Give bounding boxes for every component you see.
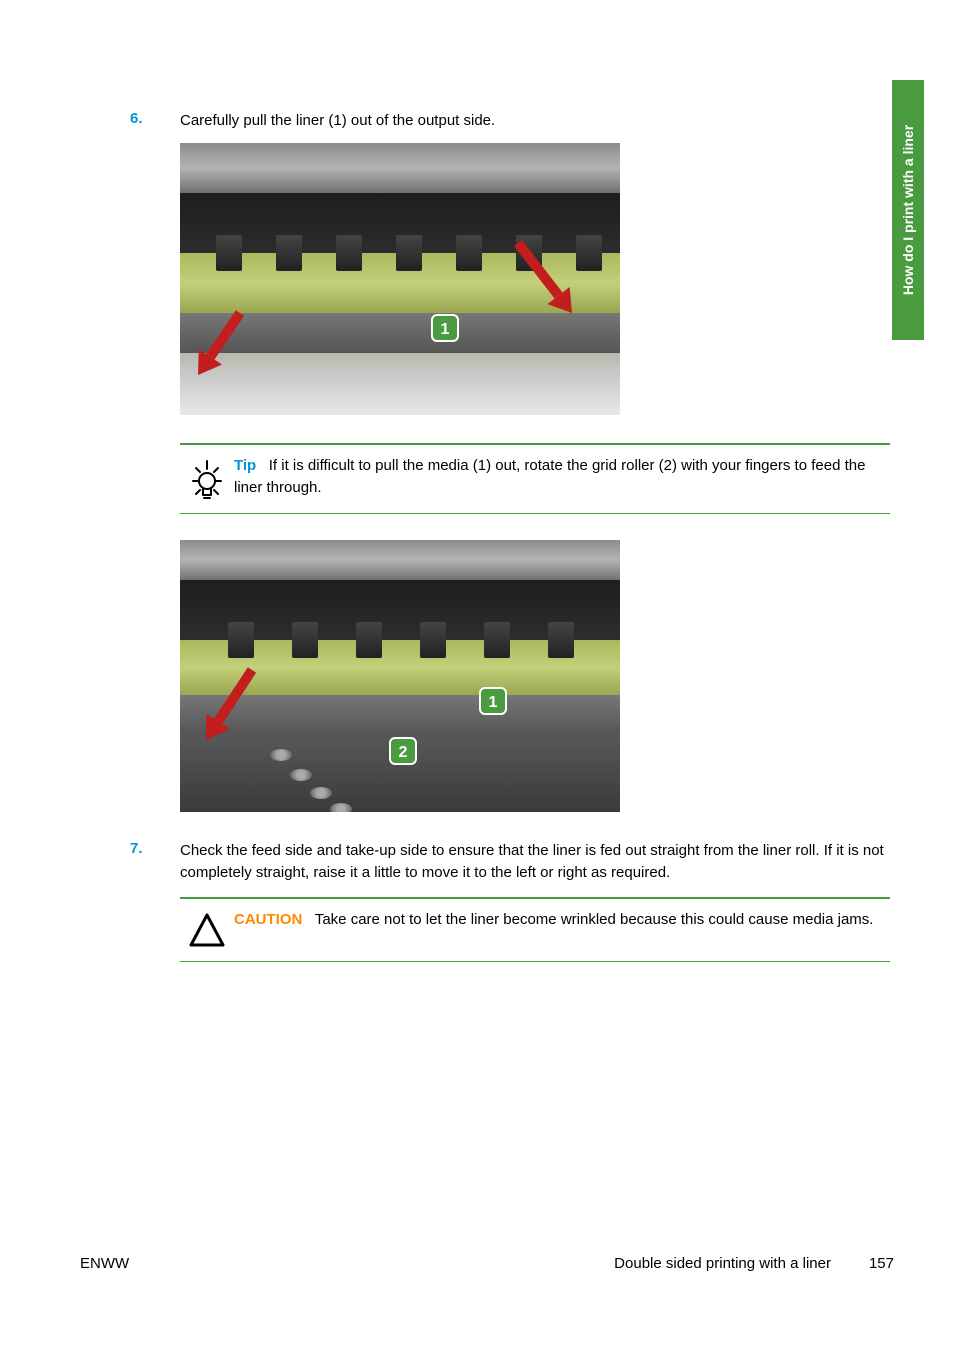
step-6: 6. Carefully pull the liner (1) out of t… — [130, 110, 890, 133]
footer-left: ENWW — [80, 1255, 129, 1272]
page-footer: ENWW Double sided printing with a liner … — [80, 1255, 894, 1272]
tip-callout: Tip If it is difficult to pull the media… — [180, 443, 890, 514]
tip-body: If it is difficult to pull the media (1)… — [234, 457, 865, 497]
figure-1: 1 — [180, 143, 620, 415]
tip-text: Tip If it is difficult to pull the media… — [234, 455, 890, 500]
footer-page-number: 157 — [869, 1255, 894, 1272]
caution-text: CAUTION Take care not to let the liner b… — [234, 909, 890, 932]
caution-body: Take care not to let the liner become wr… — [315, 911, 874, 928]
figure-2: 12 — [180, 540, 620, 812]
caution-label: CAUTION — [234, 911, 302, 928]
caution-callout: CAUTION Take care not to let the liner b… — [180, 897, 890, 962]
tip-icon — [180, 455, 234, 503]
page-content: 6. Carefully pull the liner (1) out of t… — [80, 110, 890, 988]
step-6-text: Carefully pull the liner (1) out of the … — [180, 110, 890, 133]
caution-icon — [180, 909, 234, 951]
svg-text:1: 1 — [441, 321, 450, 338]
side-tab-label: How do I print with a liner — [900, 125, 916, 295]
side-tab: How do I print with a liner — [892, 80, 924, 340]
step-7-number: 7. — [130, 840, 180, 885]
svg-text:1: 1 — [489, 694, 498, 711]
tip-label: Tip — [234, 457, 256, 474]
svg-text:2: 2 — [399, 744, 408, 761]
step-7: 7. Check the feed side and take-up side … — [130, 840, 890, 885]
step-7-text: Check the feed side and take-up side to … — [180, 840, 890, 885]
footer-section: Double sided printing with a liner — [614, 1255, 831, 1272]
step-6-number: 6. — [130, 110, 180, 133]
